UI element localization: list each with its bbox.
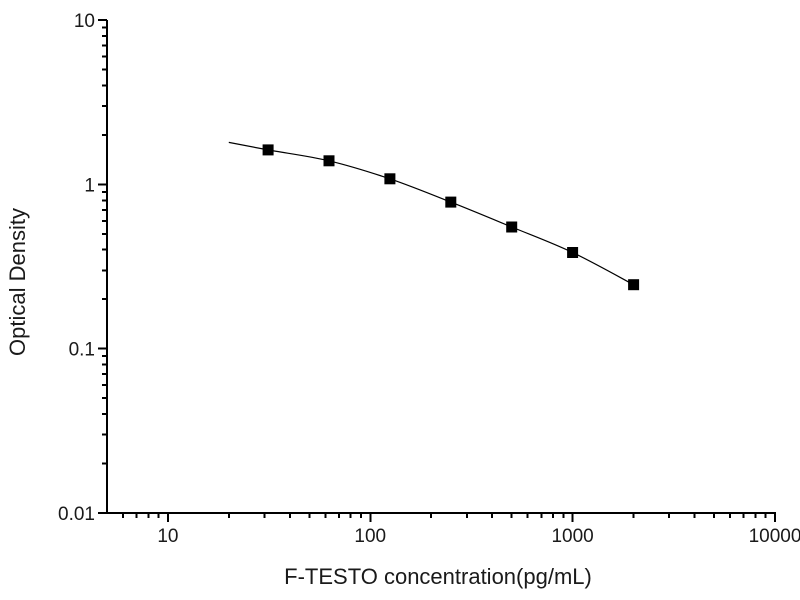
x-tick-label: 1000 xyxy=(551,526,593,547)
y-tick-label: 1 xyxy=(84,175,95,196)
fit-curve xyxy=(228,141,634,286)
y-tick-label: 10 xyxy=(74,11,95,32)
x-tick-label: 10 xyxy=(157,526,178,547)
y-tick-label: 0.1 xyxy=(69,340,95,361)
data-point-marker xyxy=(567,247,579,258)
chart-layer: 10 100 1000 10000 10 1 0.1 0.01 xyxy=(58,11,800,547)
data-point-marker xyxy=(628,279,640,291)
data-point-marker xyxy=(262,144,274,156)
y-tick-label: 0.01 xyxy=(58,504,95,525)
x-axis-title: F-TESTO concentration(pg/mL) xyxy=(284,564,592,589)
data-point-marker xyxy=(445,196,457,208)
data-point-marker xyxy=(323,155,335,167)
x-tick-label: 10000 xyxy=(749,526,800,547)
data-point-marker xyxy=(384,173,396,185)
x-tick-label: 100 xyxy=(354,526,386,547)
data-point-marker xyxy=(506,221,518,233)
y-axis-title: Optical Density xyxy=(5,208,30,356)
